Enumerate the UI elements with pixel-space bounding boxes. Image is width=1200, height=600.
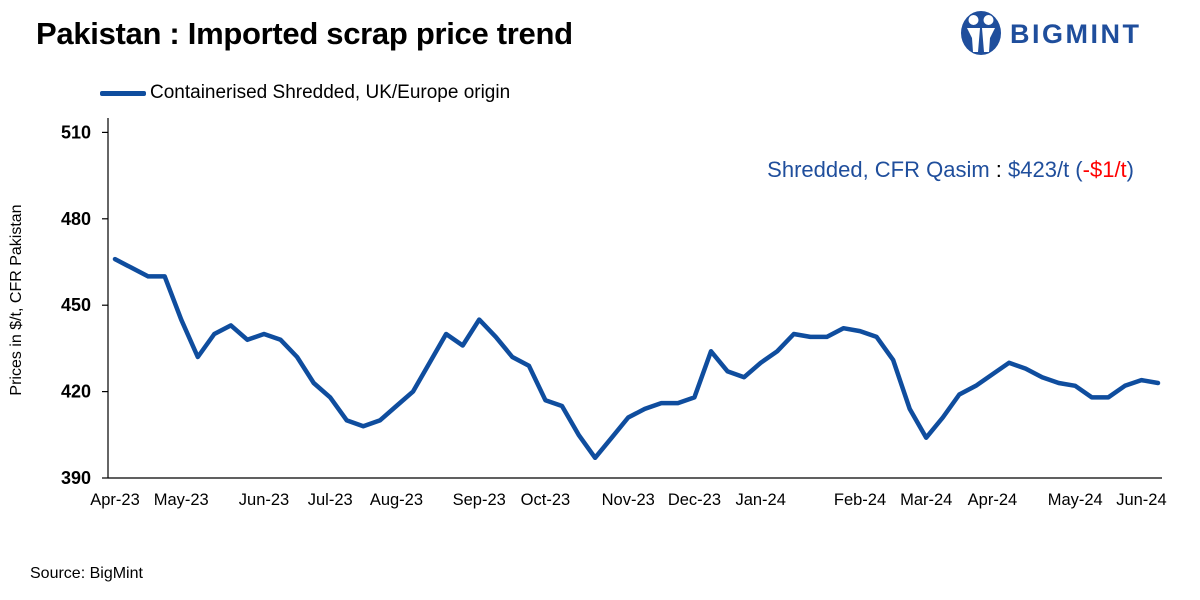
- bigmint-logo-icon: [961, 11, 1001, 55]
- x-tick-label: Aug-23: [370, 491, 423, 509]
- x-tick-label: Jun-23: [239, 491, 289, 509]
- y-tick-label: 510: [61, 122, 91, 142]
- x-tick-label: Feb-24: [834, 491, 886, 509]
- y-tick-label: 390: [61, 468, 91, 488]
- legend: Containerised Shredded, UK/Europe origin: [100, 80, 510, 106]
- annotation-close: ): [1126, 157, 1134, 182]
- x-tick-label: May-23: [154, 491, 209, 509]
- annotation-change: -$1/t: [1082, 157, 1127, 182]
- y-tick-label: 480: [61, 209, 91, 229]
- x-tick-label: Oct-23: [521, 491, 571, 509]
- x-tick-label: Apr-23: [90, 491, 140, 509]
- x-tick-label: Mar-24: [900, 491, 952, 509]
- logo-text: BIGMINT: [1010, 19, 1142, 49]
- annotation-value: $423/t (: [1008, 157, 1083, 182]
- annotation-separator: :: [989, 157, 1009, 182]
- bigmint-logo: BIGMINT: [958, 8, 1183, 58]
- x-tick-label: Sep-23: [453, 491, 506, 509]
- x-tick-label: Apr-24: [968, 491, 1018, 509]
- x-tick-label: Jun-24: [1116, 491, 1166, 509]
- y-tick-label: 450: [61, 295, 91, 315]
- x-tick-label: Nov-23: [602, 491, 655, 509]
- annotation-label: Shredded, CFR Qasim: [767, 157, 990, 182]
- series-line-shredded: [112, 256, 1161, 461]
- source-note: Source: BigMint: [30, 565, 143, 582]
- x-tick-label: May-24: [1048, 491, 1103, 509]
- legend-label: Containerised Shredded, UK/Europe origin: [150, 82, 511, 103]
- price-annotation: Shredded, CFR Qasim : $423/t (-$1/t): [767, 157, 1134, 183]
- y-tick-label: 420: [61, 382, 91, 402]
- legend-swatch: [100, 90, 146, 96]
- x-tick-label: Jan-24: [735, 491, 785, 509]
- x-tick-label: Dec-23: [668, 491, 721, 509]
- x-tick-label: Jul-23: [308, 491, 353, 509]
- chart-title: Pakistan : Imported scrap price trend: [36, 16, 573, 51]
